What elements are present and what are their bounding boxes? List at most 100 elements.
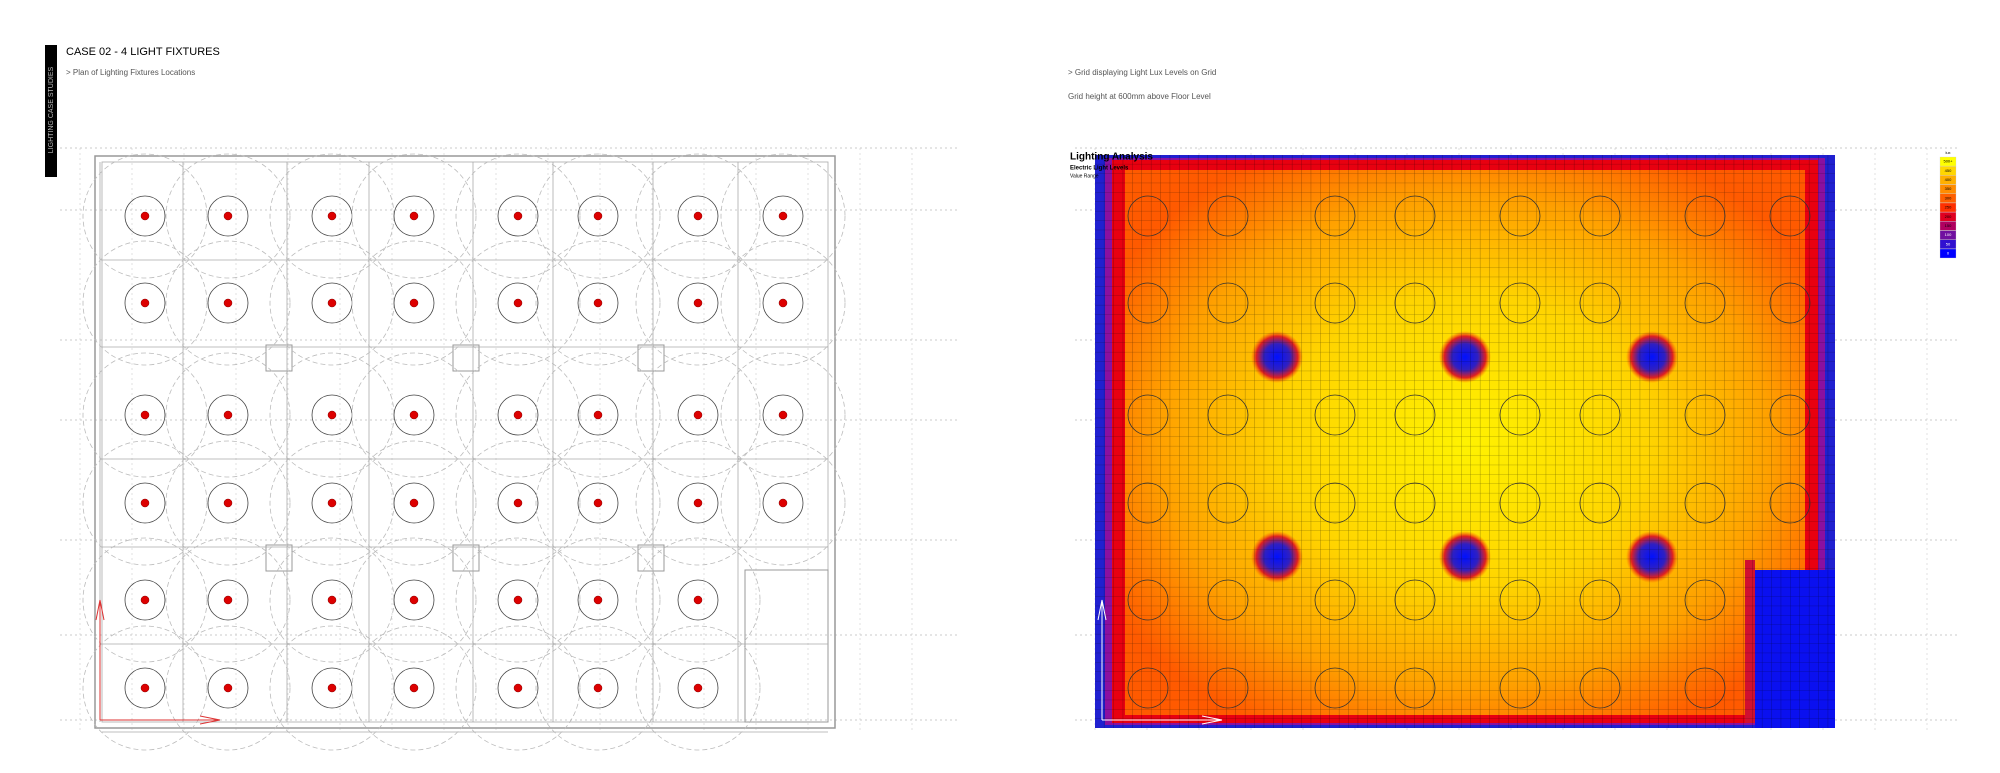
fixture — [409, 211, 419, 221]
light-spread — [455, 537, 581, 663]
legend-label: 0 — [1947, 251, 1950, 256]
fixture — [513, 498, 523, 508]
fixture — [693, 211, 703, 221]
fixture-ring — [1394, 579, 1436, 621]
fixture-ring — [1394, 394, 1436, 436]
legend-swatch — [1939, 248, 1957, 259]
legend: lux 500+ 450 400 350 300 250 200 150 100 50 0 — [1939, 150, 1957, 259]
fixture — [223, 595, 233, 605]
fixture-ring — [207, 579, 249, 621]
fixture — [513, 683, 523, 693]
light-spread — [165, 440, 291, 566]
light-spread — [165, 625, 291, 751]
east-arrow — [100, 715, 221, 725]
fixture-ring — [393, 667, 435, 709]
fixture-ring — [1499, 394, 1541, 436]
fixture-ring — [1127, 482, 1169, 524]
light-spread — [535, 625, 661, 751]
fixture-ring — [1769, 282, 1811, 324]
light-spread — [82, 440, 208, 566]
legend-swatch — [1939, 184, 1957, 194]
light-spread — [351, 537, 477, 663]
fixture-ring — [762, 282, 804, 324]
light-spread — [351, 240, 477, 366]
analysis-title: Lighting Analysis — [1070, 152, 1153, 163]
fixture — [593, 298, 603, 308]
light-spread — [165, 240, 291, 366]
fixture-ring — [1499, 195, 1541, 237]
fixture-ring — [497, 667, 539, 709]
fixture — [593, 498, 603, 508]
light-spread — [635, 440, 761, 566]
title: CASE 02 - 4 LIGHT FIXTURES — [66, 46, 220, 58]
right-note: Grid height at 600mm above Floor Level — [1068, 92, 1211, 101]
fixture-ring — [1769, 195, 1811, 237]
fixture-ring — [393, 394, 435, 436]
fixture-ring — [1127, 195, 1169, 237]
legend-swatch — [1939, 239, 1957, 249]
fixture — [693, 595, 703, 605]
fixture-ring — [577, 282, 619, 324]
fixture-ring — [577, 195, 619, 237]
fixture — [327, 410, 337, 420]
fixture — [140, 298, 150, 308]
sidebar-bar — [45, 45, 57, 177]
column — [637, 544, 665, 572]
calc-grid — [1095, 155, 1835, 728]
light-spread — [82, 625, 208, 751]
legend-label: 450 — [1945, 168, 1952, 173]
fixture-ring — [1314, 482, 1356, 524]
fixture-plan — [60, 147, 960, 751]
light-spread — [455, 625, 581, 751]
light-spread — [455, 240, 581, 366]
column — [637, 344, 665, 372]
fixture — [513, 211, 523, 221]
fixture-ring — [207, 282, 249, 324]
light-spread — [165, 537, 291, 663]
fixture-ring — [1579, 282, 1621, 324]
legend-swatch — [1939, 175, 1957, 185]
fixture-ring — [1207, 579, 1249, 621]
legend-swatch — [1939, 221, 1957, 231]
fixture — [513, 595, 523, 605]
fixture-ring — [1684, 394, 1726, 436]
fixture — [223, 211, 233, 221]
fixture — [693, 410, 703, 420]
fixture — [593, 410, 603, 420]
fixture-ring — [677, 195, 719, 237]
fixture — [140, 595, 150, 605]
fixture-ring — [1684, 482, 1726, 524]
light-spread — [635, 240, 761, 366]
fixture-ring — [1579, 195, 1621, 237]
fixture — [693, 683, 703, 693]
fixture-ring — [1684, 195, 1726, 237]
legend-label: 350 — [1945, 186, 1952, 191]
column — [452, 344, 480, 372]
fixture-ring — [1684, 282, 1726, 324]
fixture — [140, 683, 150, 693]
light-spread — [455, 153, 581, 279]
fixture-ring — [1499, 667, 1541, 709]
legend-title: lux — [1945, 150, 1950, 155]
light-spread — [351, 352, 477, 478]
sidebar-label: LIGHTING CASE STUDIES — [48, 67, 55, 154]
fixture-ring — [124, 394, 166, 436]
legend-label: 400 — [1945, 177, 1952, 182]
fixture-ring — [762, 394, 804, 436]
fixture-ring — [1499, 282, 1541, 324]
light-spread — [165, 352, 291, 478]
fixture-ring — [497, 195, 539, 237]
fixture — [409, 298, 419, 308]
fixture-ring — [677, 482, 719, 524]
fixture-ring — [1769, 394, 1811, 436]
legend-swatch — [1939, 193, 1957, 203]
fixture — [327, 595, 337, 605]
fixture — [409, 410, 419, 420]
room-outline — [101, 161, 829, 723]
fixture — [327, 298, 337, 308]
fixture — [327, 683, 337, 693]
right-caption: > Grid displaying Light Lux Levels on Gr… — [1068, 68, 1216, 77]
fixture-ring — [497, 394, 539, 436]
light-spread — [82, 352, 208, 478]
fixture — [223, 410, 233, 420]
